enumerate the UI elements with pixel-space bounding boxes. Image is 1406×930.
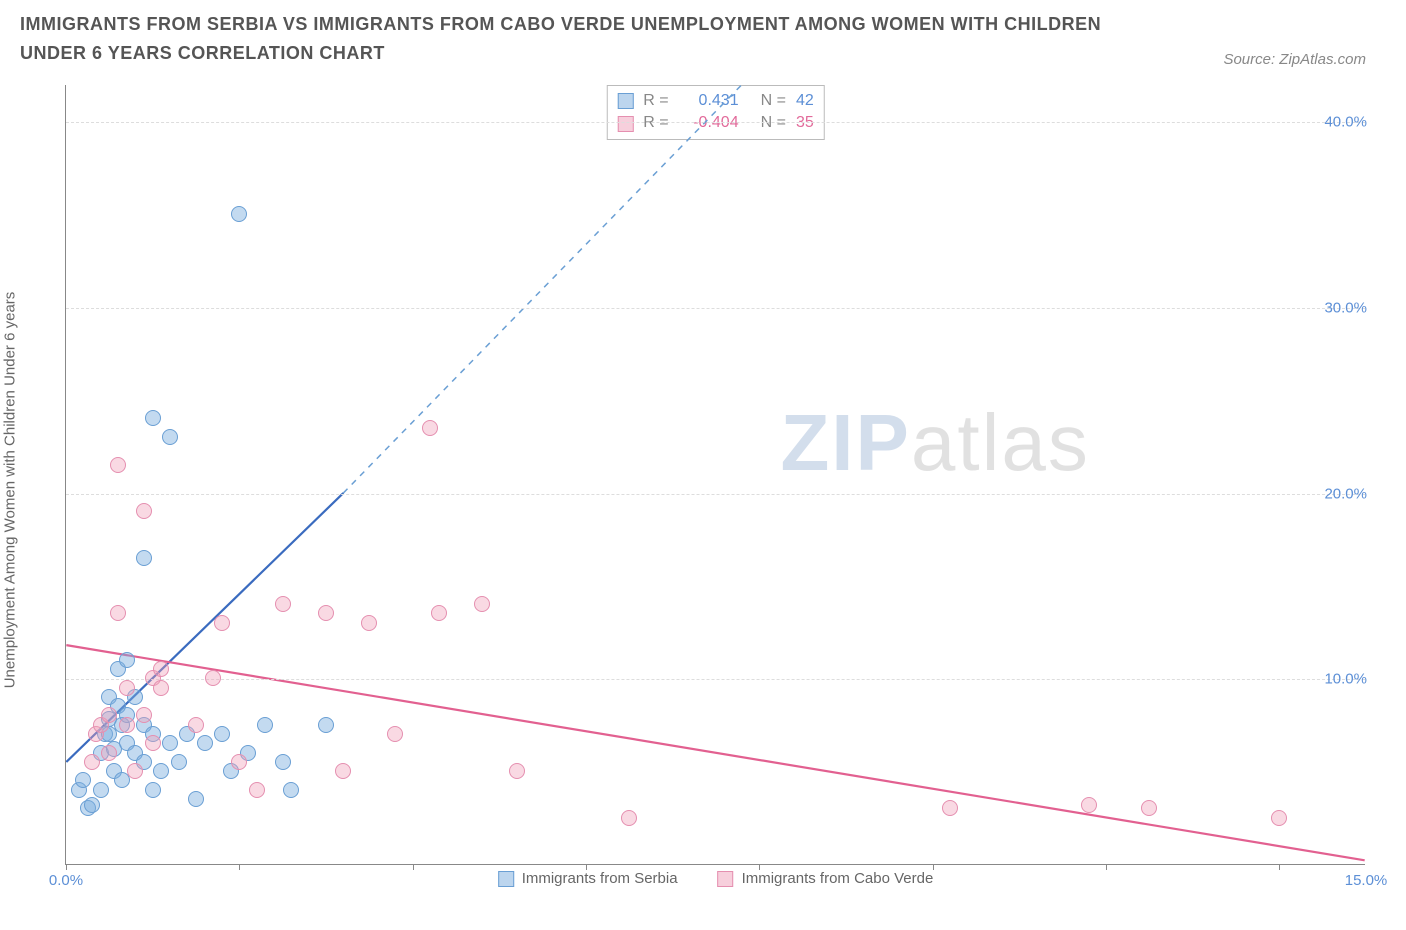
swatch-pink-icon [617,116,633,132]
gridline [66,308,1365,309]
data-point [422,420,438,436]
data-point [136,550,152,566]
x-tick [586,864,587,870]
data-point [153,680,169,696]
x-tick [413,864,414,870]
data-point [153,763,169,779]
data-point [145,410,161,426]
stats-row-serbia: R = 0.431 N = 42 [617,90,813,112]
data-point [275,596,291,612]
data-point [257,717,273,733]
data-point [231,206,247,222]
trend-lines [66,85,1365,864]
data-point [318,605,334,621]
data-point [119,717,135,733]
data-point [110,605,126,621]
data-point [171,754,187,770]
chart-title: IMMIGRANTS FROM SERBIA VS IMMIGRANTS FRO… [20,10,1120,68]
data-point [93,782,109,798]
data-point [621,810,637,826]
data-point [1271,810,1287,826]
data-point [84,797,100,813]
data-point [75,772,91,788]
data-point [197,735,213,751]
x-tick [933,864,934,870]
data-point [231,754,247,770]
swatch-blue-icon [617,93,633,109]
x-tick [66,864,67,870]
data-point [318,717,334,733]
data-point [249,782,265,798]
data-point [283,782,299,798]
legend: Immigrants from Serbia Immigrants from C… [498,870,934,887]
data-point [119,680,135,696]
data-point [153,661,169,677]
stats-box: R = 0.431 N = 42 R = -0.404 N = 35 [606,85,824,140]
x-tick [1106,864,1107,870]
x-tick [239,864,240,870]
swatch-pink-icon [718,871,734,887]
data-point [136,707,152,723]
gridline [66,679,1365,680]
data-point [474,596,490,612]
data-point [145,782,161,798]
data-point [1141,800,1157,816]
data-point [205,670,221,686]
stats-row-cabo-verde: R = -0.404 N = 35 [617,112,813,134]
swatch-blue-icon [498,871,514,887]
data-point [119,652,135,668]
y-tick-label: 40.0% [1324,114,1367,131]
y-tick-label: 30.0% [1324,299,1367,316]
y-axis-label: Unemployment Among Women with Children U… [2,292,19,689]
data-point [387,726,403,742]
x-tick-label: 0.0% [49,872,83,889]
data-point [127,763,143,779]
watermark: ZIPatlas [780,397,1089,489]
data-point [431,605,447,621]
data-point [1081,797,1097,813]
data-point [335,763,351,779]
data-point [101,745,117,761]
data-point [145,735,161,751]
data-point [101,707,117,723]
legend-item-serbia: Immigrants from Serbia [498,870,678,887]
x-tick [1279,864,1280,870]
data-point [84,754,100,770]
x-tick-label: 15.0% [1345,872,1388,889]
y-tick-label: 10.0% [1324,671,1367,688]
data-point [214,615,230,631]
data-point [136,503,152,519]
data-point [942,800,958,816]
source-label: Source: ZipAtlas.com [1223,51,1386,68]
gridline [66,122,1365,123]
data-point [361,615,377,631]
gridline [66,494,1365,495]
data-point [162,735,178,751]
x-tick [759,864,760,870]
data-point [162,429,178,445]
chart-container: Unemployment Among Women with Children U… [20,75,1386,905]
data-point [509,763,525,779]
data-point [214,726,230,742]
legend-item-cabo-verde: Immigrants from Cabo Verde [718,870,934,887]
scatter-plot: ZIPatlas R = 0.431 N = 42 R = -0.404 N =… [65,85,1365,865]
data-point [275,754,291,770]
data-point [188,791,204,807]
data-point [110,457,126,473]
y-tick-label: 20.0% [1324,485,1367,502]
data-point [188,717,204,733]
